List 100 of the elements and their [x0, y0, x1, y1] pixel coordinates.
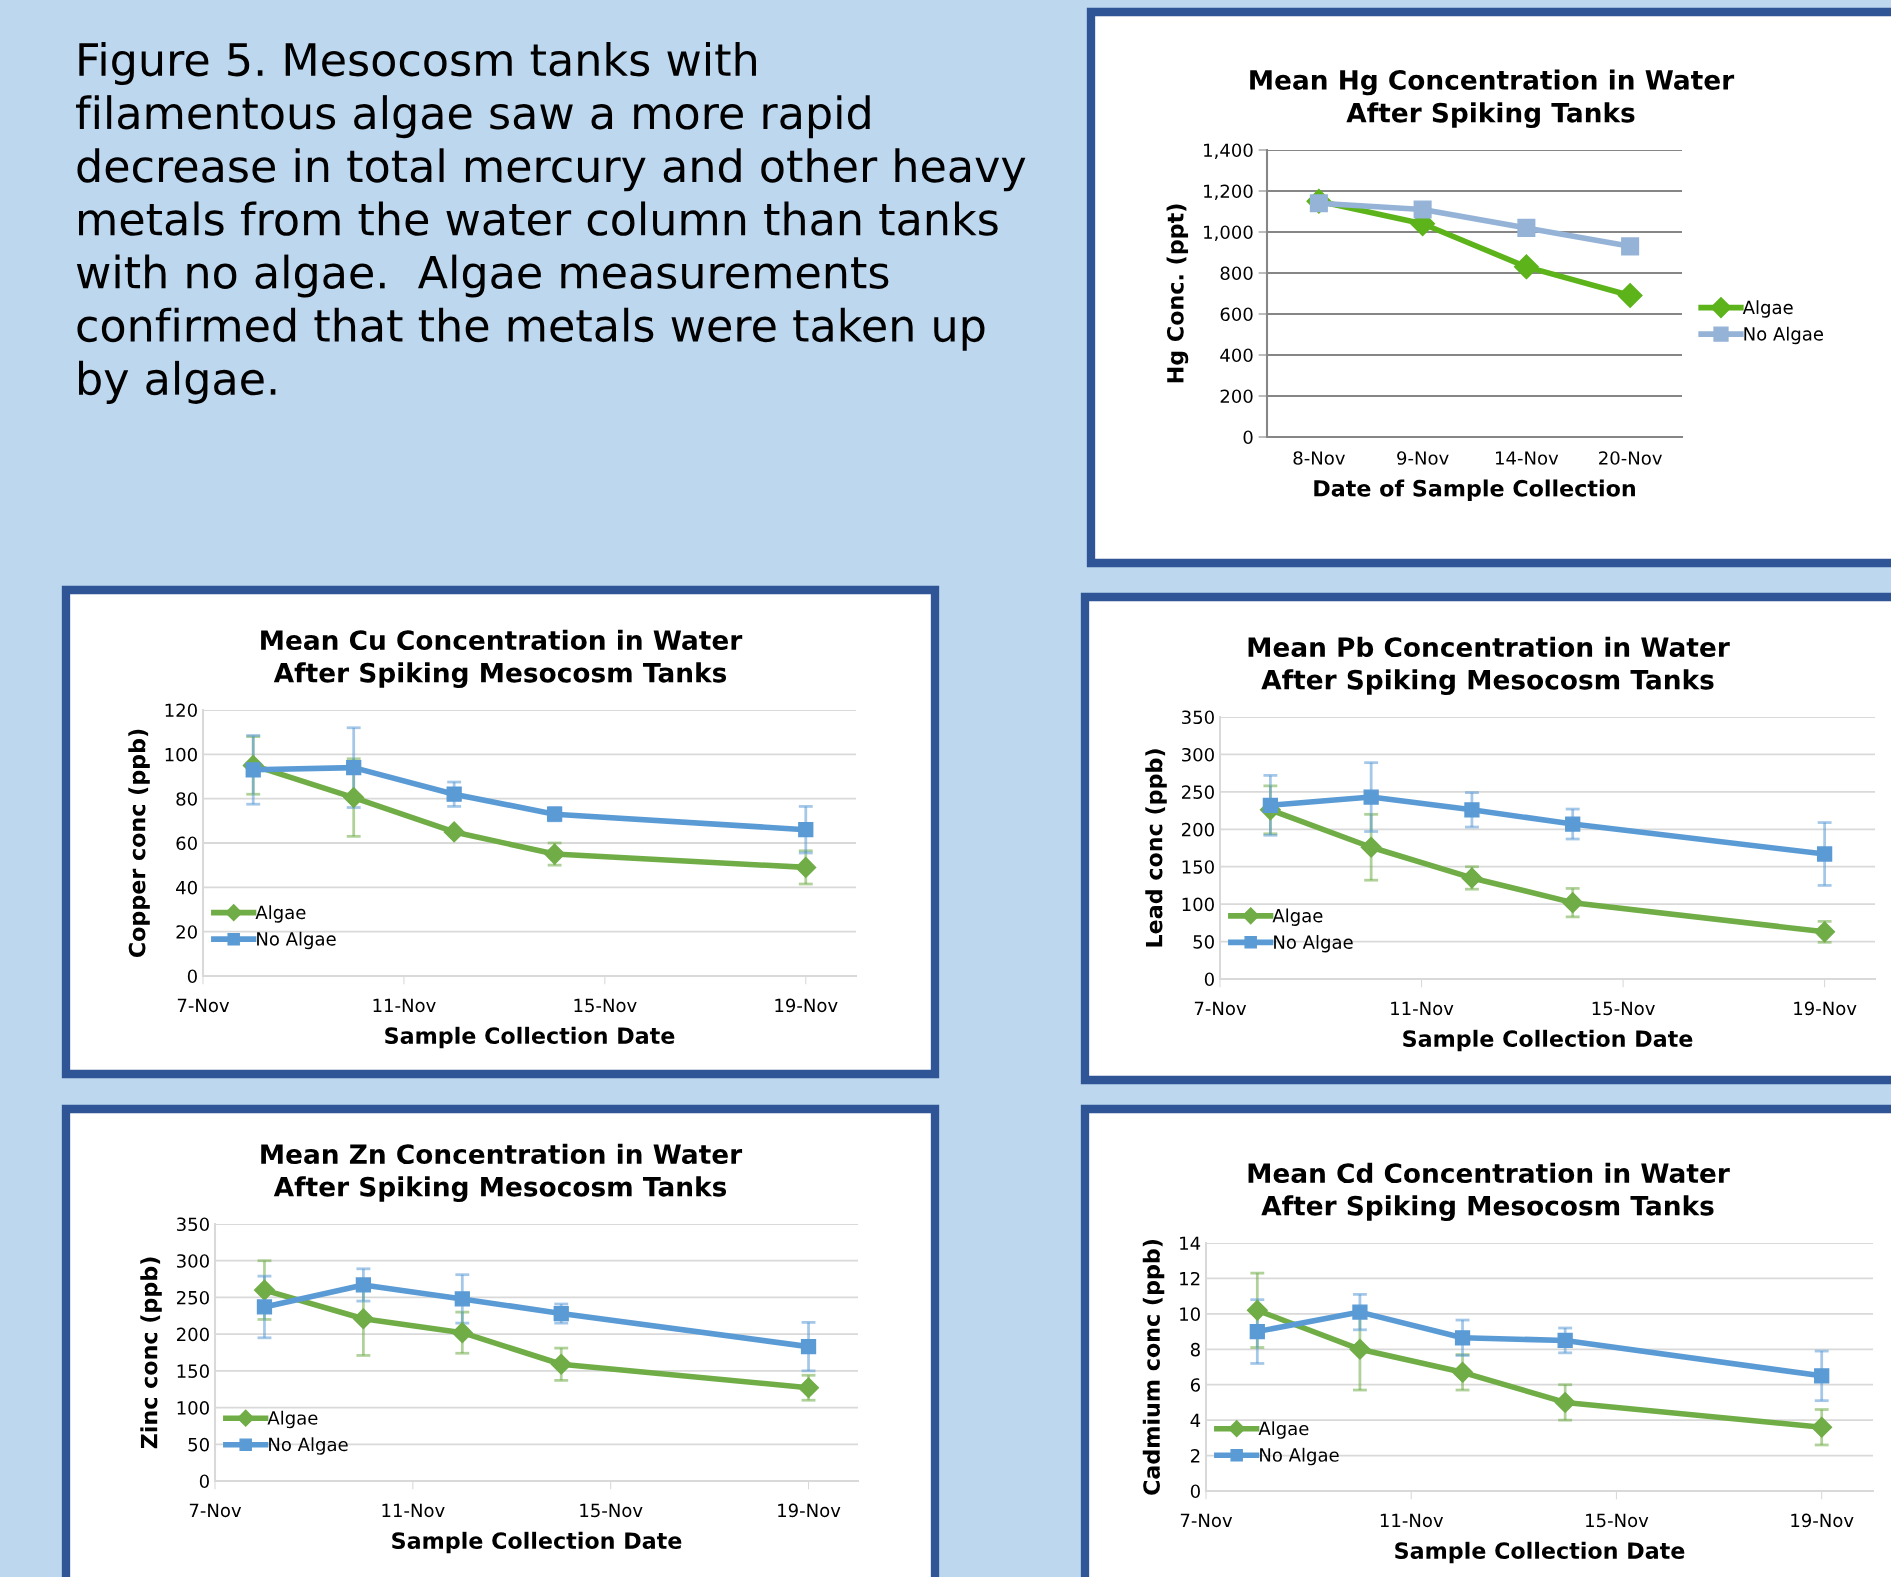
y-tick-label: 100 [177, 1401, 209, 1415]
x-tick-label: 11-Nov [1391, 1001, 1454, 1016]
point [1454, 1330, 1471, 1346]
point [1565, 816, 1581, 832]
chart-title: Mean Hg Concentration in Water After Spiking Tanks [1250, 69, 1735, 128]
y-tick-label: 80 [176, 792, 197, 806]
chart-title: Mean Zn Concentration in Water After Spiking Mesocosm Tanks [261, 1143, 743, 1202]
point [1557, 1332, 1573, 1349]
y-tick-label: 350 [1182, 710, 1214, 725]
point [352, 1308, 374, 1330]
chart-title: Mean Pb Concentration in Water After Spiking Mesocosm Tanks [1248, 636, 1730, 695]
point [446, 786, 462, 802]
chart-title: Mean Cu Concentration in Water After Spiking Mesocosm Tanks [261, 629, 743, 688]
point [800, 1338, 817, 1355]
legend-label: No Algae [269, 1437, 348, 1455]
y-tick-label: 0 [1243, 430, 1253, 445]
x-tick-label: 15-Nov [1586, 1513, 1649, 1528]
y-tick-label: 800 [1220, 266, 1253, 281]
x-tick-label: 7-Nov [177, 998, 230, 1013]
point [245, 762, 261, 778]
chart-title: Mean Cd Concentration in Water After Spiking Mesocosm Tanks [1248, 1162, 1730, 1221]
point [443, 821, 465, 843]
y-tick-label: 150 [177, 1364, 209, 1378]
point [454, 1291, 470, 1307]
point [1246, 1299, 1268, 1321]
x-tick-label: 7-Nov [1180, 1513, 1233, 1528]
y-tick-label: 12 [1180, 1271, 1200, 1286]
y-tick-label: 14 [1180, 1236, 1201, 1250]
x-axis-title: Date of Sample Collection [1314, 479, 1635, 501]
x-axis-title: Sample Collection Date [1403, 1029, 1693, 1052]
y-tick-label: 2 [1190, 1449, 1200, 1463]
legend-label: No Algae [1744, 326, 1823, 345]
x-tick-label: 11-Nov [1380, 1513, 1444, 1528]
point [1360, 836, 1382, 858]
point [1621, 237, 1640, 256]
y-tick-label: 200 [1220, 389, 1253, 404]
point [1513, 254, 1539, 280]
x-tick-label: 19-Nov [778, 1503, 841, 1518]
y-tick-label: 100 [165, 747, 197, 762]
x-tick-label: 15-Nov [574, 998, 637, 1013]
x-axis-title: Sample Collection Date [392, 1531, 682, 1554]
y-tick-label: 10 [1180, 1307, 1200, 1321]
y-axis-title: Copper conc (ppb) [128, 729, 150, 958]
point [1517, 218, 1536, 237]
legend-label: No Algae [1274, 934, 1353, 953]
y-tick-label: 40 [176, 880, 197, 895]
x-tick-label: 9-Nov [1397, 451, 1449, 465]
point [1814, 1368, 1830, 1384]
y-tick-label: 300 [177, 1254, 209, 1268]
x-tick-label: 15-Nov [1592, 1001, 1655, 1016]
legend-label: Algae [1742, 300, 1793, 318]
y-tick-label: 0 [187, 969, 197, 984]
y-tick-label: 4 [1190, 1413, 1201, 1427]
y-tick-label: 6 [1190, 1378, 1200, 1392]
x-tick-label: 20-Nov [1599, 451, 1662, 465]
x-axis-title: Sample Collection Date [1395, 1541, 1685, 1564]
y-tick-label: 20 [176, 925, 197, 939]
point [346, 759, 362, 776]
point [1816, 846, 1833, 862]
y-tick-label: 60 [176, 836, 197, 851]
y-tick-label: 350 [177, 1217, 209, 1232]
point [256, 1299, 273, 1315]
y-tick-label: 1,000 [1204, 225, 1253, 241]
point [798, 822, 814, 838]
y-tick-label: 250 [1182, 785, 1214, 799]
legend-label: Algae [255, 905, 306, 923]
legend-label: No Algae [257, 931, 336, 950]
x-tick-label: 19-Nov [1794, 1001, 1857, 1016]
y-tick-label: 150 [1182, 860, 1214, 874]
point [1562, 892, 1584, 914]
x-tick-label: 15-Nov [580, 1503, 643, 1518]
legend-label: Algae [267, 1410, 318, 1429]
point [1811, 1416, 1833, 1438]
point [1617, 283, 1643, 309]
point [795, 856, 817, 878]
y-tick-label: 100 [1182, 897, 1214, 912]
y-axis-title: Lead conc (ppb) [1145, 749, 1167, 947]
caption: Figure 5. Mesocosm tanks with filamentous algae saw a more rapid decrease in total mercury and other heavy metals from the water column than tanks with no algae. Algae measurements confirmed that the metals were taken up by algae. [76, 42, 1026, 404]
y-tick-label: 200 [177, 1327, 209, 1342]
x-tick-label: 7-Nov [189, 1503, 242, 1518]
point [1464, 802, 1480, 818]
point [550, 1353, 572, 1375]
x-axis-title: Sample Collection Date [385, 1026, 675, 1049]
point [1452, 1361, 1474, 1383]
point [1249, 1323, 1265, 1340]
x-tick-label: 7-Nov [1194, 1001, 1247, 1016]
point [1352, 1304, 1368, 1320]
point [253, 1279, 275, 1301]
point [1349, 1338, 1371, 1360]
y-tick-label: 50 [1193, 935, 1214, 949]
y-tick-label: 400 [1220, 348, 1253, 363]
point [1554, 1391, 1576, 1413]
point [355, 1277, 372, 1293]
x-tick-label: 8-Nov [1293, 451, 1345, 465]
legend-label: Algae [1258, 1421, 1309, 1439]
point [343, 787, 365, 809]
y-tick-label: 250 [177, 1290, 209, 1305]
y-axis-title: Hg Conc. (ppt) [1166, 204, 1189, 383]
point [1413, 200, 1432, 219]
point [1262, 797, 1279, 813]
